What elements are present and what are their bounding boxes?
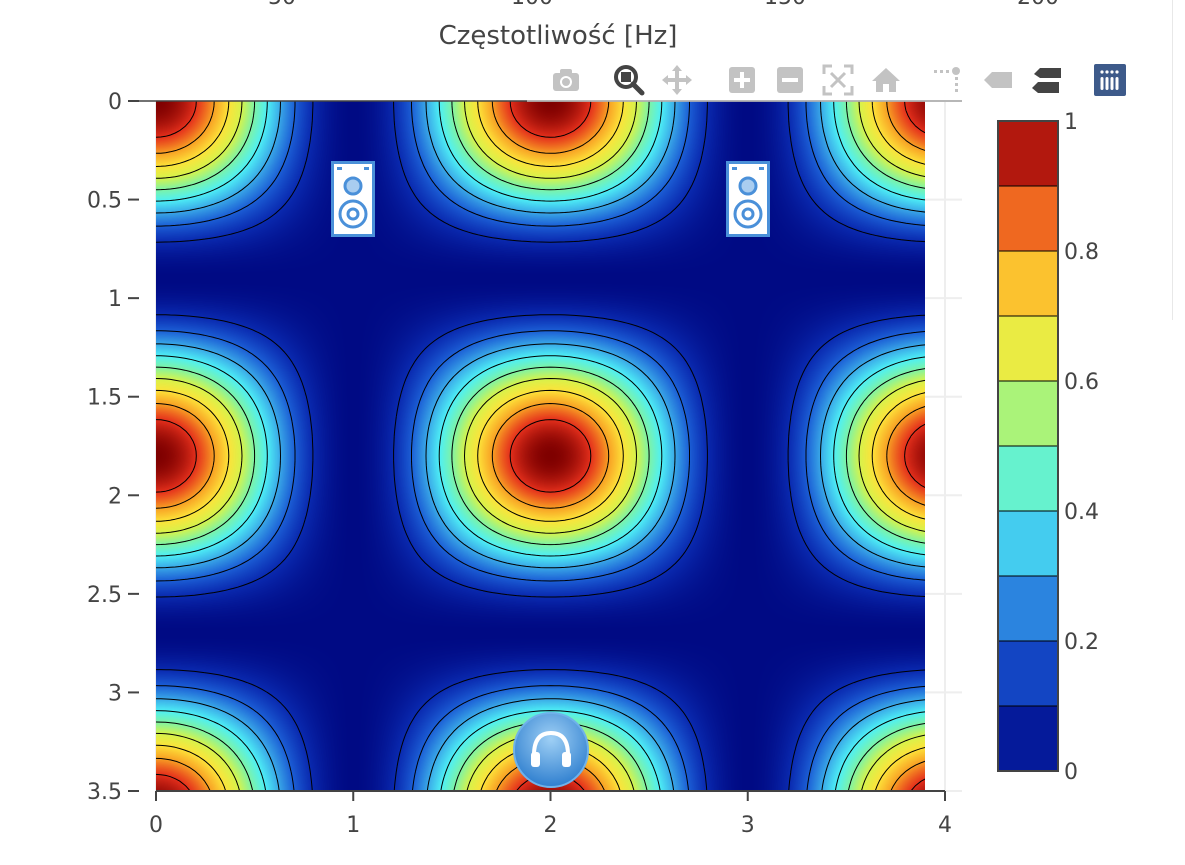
contour-line	[156, 101, 925, 791]
colorbar: 0 0.2 0.4 0.6 0.8 1	[997, 110, 1099, 785]
side-divider	[1172, 0, 1173, 320]
contour-line	[156, 101, 925, 791]
colorbar-tick-label: 0.4	[1064, 500, 1099, 525]
top-axis-title: Częstotliwość [Hz]	[439, 21, 678, 51]
top-axis-tick-label: 50	[268, 0, 296, 10]
contour-line	[156, 101, 925, 791]
colorbar-band	[998, 121, 1058, 187]
x-tick-label: 2	[544, 813, 558, 838]
plotly-logo-icon[interactable]	[1092, 62, 1128, 98]
colorbar-outline	[997, 120, 1059, 772]
y-tick-label: 1	[108, 287, 122, 312]
zoom-out-icon[interactable]	[772, 62, 808, 98]
spikelines-icon[interactable]	[929, 62, 965, 98]
colorbar-band	[998, 446, 1058, 512]
y-tick-label: 2.5	[87, 583, 122, 608]
colorbar-tick-label: 0.6	[1064, 370, 1099, 395]
y-tick-label: 2	[108, 484, 122, 509]
y-tick-label: 0	[108, 90, 122, 115]
axes: 0 1 2 3 4 0 0.5 1 1.5 2 2.5 3 3.5 50 100 150 200	[87, 0, 1059, 838]
contour-line	[156, 101, 925, 791]
pan-icon[interactable]	[659, 62, 695, 98]
colorbar-band	[998, 251, 1058, 317]
x-tick-label: 1	[346, 813, 360, 838]
y-tick-label: 1.5	[87, 386, 122, 411]
home-icon[interactable]	[868, 62, 904, 98]
colorbar-band	[998, 641, 1058, 707]
heatmap-image	[156, 101, 925, 791]
y-tick-label: 3	[108, 681, 122, 706]
y-tick-label: 0.5	[87, 189, 122, 214]
colorbar-band	[998, 316, 1058, 382]
autoscale-icon[interactable]	[820, 62, 856, 98]
colorbar-band	[998, 381, 1058, 447]
contour-line	[156, 101, 925, 791]
contour-line	[156, 101, 925, 791]
colorbar-tick-label: 0	[1064, 760, 1078, 785]
colorbar-tick-label: 0.8	[1064, 240, 1099, 265]
colorbar-tick-label: 0.2	[1064, 630, 1099, 655]
zoom-icon[interactable]	[611, 62, 647, 98]
colorbar-band	[998, 511, 1058, 577]
hover-closest-icon[interactable]	[980, 62, 1016, 98]
top-axis-tick-label: 100	[511, 0, 553, 10]
colorbar-tick-label: 1	[1064, 110, 1078, 135]
colorbar-band	[998, 186, 1058, 252]
contour-line	[156, 101, 925, 791]
top-axis-tick-label: 150	[764, 0, 806, 10]
camera-icon[interactable]	[548, 62, 584, 98]
top-axis-tick-label: 200	[1017, 0, 1059, 10]
speaker-icon[interactable]	[331, 161, 375, 237]
heatmap-plot-area[interactable]	[156, 101, 925, 791]
contour-line	[156, 101, 925, 791]
zoom-in-icon[interactable]	[724, 62, 760, 98]
y-tick-label: 3.5	[87, 780, 122, 805]
colorbar-band	[998, 706, 1058, 772]
hover-compare-icon[interactable]	[1028, 62, 1064, 98]
x-tick-label: 0	[149, 813, 163, 838]
modebar	[527, 58, 1133, 102]
colorbar-band	[998, 576, 1058, 642]
speaker-icon[interactable]	[726, 161, 770, 237]
contour-lines	[156, 101, 925, 791]
x-tick-label: 4	[938, 813, 952, 838]
x-tick-label: 3	[741, 813, 755, 838]
headphones-icon[interactable]	[512, 711, 590, 789]
